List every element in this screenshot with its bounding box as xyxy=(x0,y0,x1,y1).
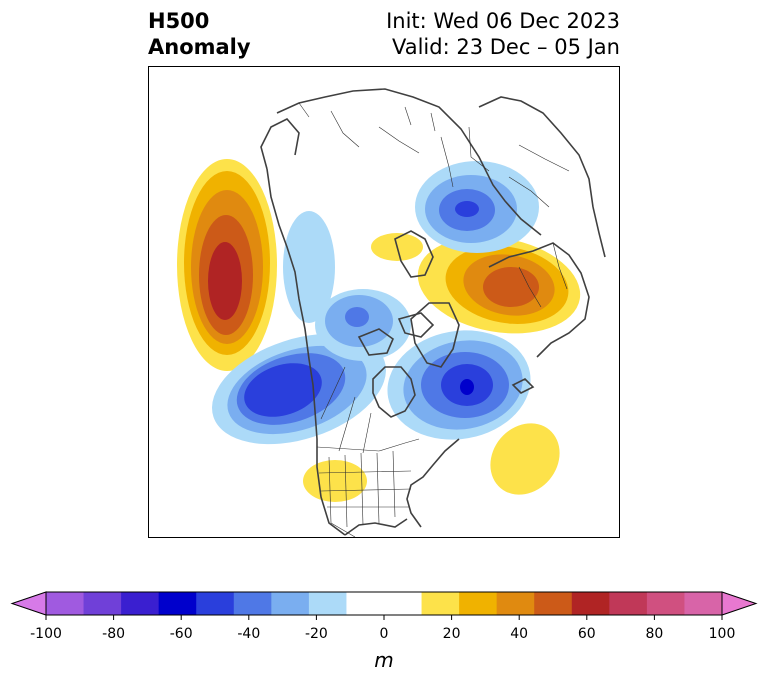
colorbar-tick-label: 0 xyxy=(379,626,389,642)
political-borders xyxy=(298,102,570,537)
colorbar-segment xyxy=(684,592,723,615)
colorbar-segment xyxy=(384,592,423,615)
title-type: Anomaly xyxy=(148,35,251,59)
colorbar-arrow-min xyxy=(10,591,47,616)
colorbar-tick-label: 60 xyxy=(577,626,596,642)
colorbar-segment xyxy=(496,592,535,615)
colorbar-tick-label: -40 xyxy=(237,626,261,642)
colorbar-tick-label: 40 xyxy=(510,626,529,642)
negative-anomaly-eurasia xyxy=(415,161,539,253)
colorbar-segment xyxy=(308,592,347,615)
positive-anomaly-southwest-us xyxy=(303,460,367,502)
colorbar-tick-label: -80 xyxy=(102,626,126,642)
colorbar-segment xyxy=(271,592,310,615)
colorbar-tick-label: -60 xyxy=(169,626,193,642)
colorbar-segment xyxy=(346,592,385,615)
positive-anomaly-pacific xyxy=(177,159,277,371)
colorbar-unit: m xyxy=(374,648,394,672)
negative-anomaly-west-canada xyxy=(212,333,386,445)
coastlines xyxy=(260,88,606,536)
anomaly-fills xyxy=(177,159,581,502)
colorbar-segment xyxy=(646,592,685,615)
colorbar-segment xyxy=(534,592,573,615)
colorbar-segment xyxy=(233,592,272,615)
colorbar-segment xyxy=(121,592,160,615)
title-variable: H500 xyxy=(148,9,210,33)
colorbar-segment xyxy=(83,592,122,615)
positive-anomaly-siberia xyxy=(371,233,581,334)
colorbar-segment xyxy=(459,592,498,615)
init-date: Init: Wed 06 Dec 2023 xyxy=(386,9,620,33)
colorbar: -100 -80 -60 -40 -20 0 20 40 60 80 100 m xyxy=(0,580,768,680)
colorbar-tick-label: -100 xyxy=(30,626,62,642)
colorbar-arrow-max xyxy=(721,591,758,616)
colorbar-segment xyxy=(609,592,648,615)
colorbar-segment xyxy=(158,592,197,615)
valid-range: Valid: 23 Dec – 05 Jan xyxy=(391,35,620,59)
map-panel xyxy=(148,66,620,538)
positive-anomaly-atlantic xyxy=(490,423,560,495)
colorbar-segment xyxy=(421,592,460,615)
colorbar-segment xyxy=(571,592,610,615)
colorbar-tick-label: 100 xyxy=(708,626,736,642)
colorbar-segment xyxy=(196,592,235,615)
colorbar-tick-label: 20 xyxy=(442,626,461,642)
chart-title: H500 Anomaly xyxy=(148,8,251,60)
colorbar-segment xyxy=(46,592,85,615)
negative-anomaly-arctic xyxy=(283,211,411,361)
colorbar-scale xyxy=(10,591,758,620)
colorbar-tick-label: 80 xyxy=(645,626,664,642)
forecast-info: Init: Wed 06 Dec 2023 Valid: 23 Dec – 05… xyxy=(386,8,620,60)
anomaly-map xyxy=(177,88,606,537)
colorbar-tick-label: -20 xyxy=(304,626,328,642)
